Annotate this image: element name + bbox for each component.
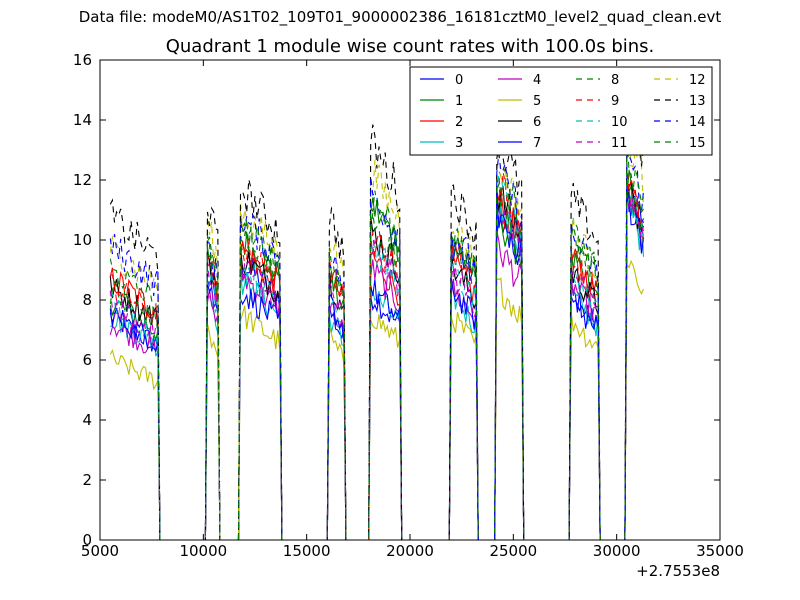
- x-tick-label: 35000: [696, 542, 744, 560]
- x-tick-label: 5000: [81, 542, 119, 560]
- legend-label-5: 5: [533, 94, 541, 109]
- y-tick-label: 8: [82, 291, 92, 309]
- x-offset-label: +2.7553e8: [636, 562, 720, 580]
- legend-label-4: 4: [533, 73, 541, 88]
- x-tick-label: 25000: [489, 542, 537, 560]
- y-tick-label: 12: [73, 171, 92, 189]
- y-tick-label: 4: [82, 411, 92, 429]
- y-tick-label: 0: [82, 531, 92, 549]
- legend-label-14: 14: [689, 115, 706, 130]
- legend-label-0: 0: [455, 73, 463, 88]
- series-line-9: [110, 168, 645, 541]
- legend-label-8: 8: [611, 73, 619, 88]
- legend-box: [409, 66, 713, 156]
- x-tick-label: 20000: [386, 542, 434, 560]
- y-tick-label: 16: [73, 51, 92, 69]
- legend-label-10: 10: [611, 115, 628, 130]
- legend-label-3: 3: [455, 136, 463, 151]
- axes: 5000 10000 15000 20000 25000 30000 35000 0 2 4 6 8 1…: [73, 51, 744, 560]
- y-tick-label: 2: [82, 471, 92, 489]
- x-tick-label: 15000: [283, 542, 331, 560]
- x-tick-label: 10000: [179, 542, 227, 560]
- series-line-2: [109, 183, 645, 541]
- series-line-1: [109, 169, 644, 541]
- y-tick-label: 14: [73, 111, 92, 129]
- legend-label-1: 1: [455, 94, 463, 109]
- legend-label-2: 2: [455, 115, 463, 130]
- y-tick-label: 10: [73, 231, 92, 249]
- series-line-13: [109, 89, 645, 541]
- legend-label-9: 9: [611, 94, 619, 109]
- legend-label-11: 11: [611, 136, 628, 151]
- legend-label-15: 15: [689, 136, 706, 151]
- legend-label-7: 7: [533, 136, 541, 151]
- series-line-6: [109, 182, 645, 541]
- legend-label-12: 12: [689, 73, 706, 88]
- legend-label-6: 6: [533, 115, 541, 130]
- figure-suptitle: Data file: modeM0/AS1T02_109T01_90000023…: [78, 8, 722, 26]
- chart-title: Quadrant 1 module wise count rates with …: [165, 36, 655, 57]
- series-line-14: [109, 150, 645, 541]
- legend-label-13: 13: [689, 94, 706, 109]
- series-layer: [109, 89, 645, 541]
- series-line-15: [109, 135, 645, 541]
- y-tick-label: 6: [82, 351, 92, 369]
- series-line-8: [109, 183, 645, 541]
- x-tick-label: 30000: [593, 542, 641, 560]
